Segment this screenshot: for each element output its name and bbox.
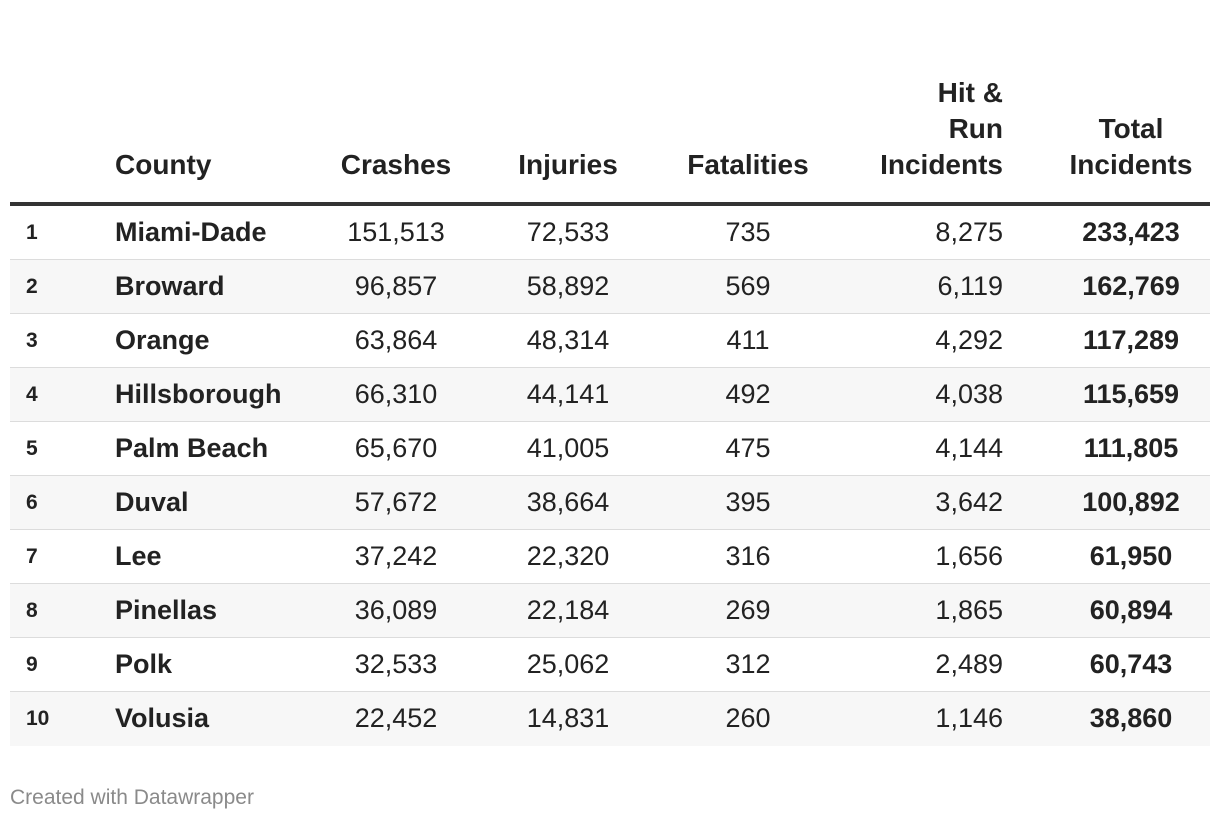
cell-hit-and-run: 4,292 xyxy=(935,325,1003,355)
cell-county: Miami-Dade xyxy=(115,217,267,247)
cell-county: Hillsborough xyxy=(115,379,282,409)
cell-injuries: 72,533 xyxy=(526,217,610,247)
data-table: County Crashes Injuries Fatalities Hit &… xyxy=(10,0,1210,746)
cell-crashes: 96,857 xyxy=(354,271,438,301)
cell-crashes: 37,242 xyxy=(354,541,438,571)
cell-hit-and-run: 4,144 xyxy=(935,433,1003,463)
cell-county: Volusia xyxy=(115,703,210,733)
header-hit-and-run-line-3: Incidents xyxy=(880,149,1003,180)
cell-hit-and-run: 1,146 xyxy=(935,703,1003,733)
cell-fatalities: 316 xyxy=(725,541,771,571)
table-row: 9 Polk 32,533 25,062 312 2,489 60,743 xyxy=(10,638,1210,692)
cell-county: Polk xyxy=(115,649,173,679)
header-total-incidents[interactable]: Total Incidents xyxy=(1060,111,1202,183)
table-row: 10 Volusia 22,452 14,831 260 1,146 38,860 xyxy=(10,692,1210,746)
cell-total-incidents: 115,659 xyxy=(1082,379,1180,409)
cell-fatalities: 312 xyxy=(725,649,771,679)
cell-total-incidents: 111,805 xyxy=(1083,433,1179,463)
cell-county: Duval xyxy=(115,487,189,517)
cell-injuries: 22,184 xyxy=(526,595,610,625)
cell-fatalities: 735 xyxy=(725,217,771,247)
cell-fatalities: 411 xyxy=(726,325,770,355)
cell-crashes: 32,533 xyxy=(354,649,438,679)
cell-rank: 5 xyxy=(26,437,38,460)
header-fatalities[interactable]: Fatalities xyxy=(687,149,809,180)
cell-county: Broward xyxy=(115,271,225,301)
cell-injuries: 58,892 xyxy=(526,271,610,301)
cell-county: Lee xyxy=(115,541,162,571)
cell-injuries: 38,664 xyxy=(526,487,610,517)
cell-total-incidents: 60,743 xyxy=(1089,649,1173,679)
cell-crashes: 151,513 xyxy=(347,217,445,247)
cell-total-incidents: 61,950 xyxy=(1089,541,1173,571)
cell-rank: 1 xyxy=(26,221,38,244)
table-row: 4 Hillsborough 66,310 44,141 492 4,038 115,659 xyxy=(10,368,1210,422)
cell-injuries: 48,314 xyxy=(526,325,610,355)
cell-rank: 9 xyxy=(26,653,38,676)
header-total-line-1: Total xyxy=(1098,113,1164,144)
header-hit-and-run-line-2: Run xyxy=(948,113,1003,144)
cell-rank: 2 xyxy=(26,275,38,298)
cell-crashes: 65,670 xyxy=(354,433,438,463)
cell-fatalities: 395 xyxy=(725,487,771,517)
cell-hit-and-run: 8,275 xyxy=(935,217,1003,247)
table-row: 7 Lee 37,242 22,320 316 1,656 61,950 xyxy=(10,530,1210,584)
cell-fatalities: 260 xyxy=(725,703,771,733)
cell-total-incidents: 38,860 xyxy=(1089,703,1173,733)
cell-injuries: 44,141 xyxy=(526,379,610,409)
cell-rank: 3 xyxy=(26,329,38,352)
header-hit-and-run-line-1: Hit & xyxy=(937,77,1003,108)
header-county[interactable]: County xyxy=(115,149,212,180)
table-row: 1 Miami-Dade 151,513 72,533 735 8,275 233,423 xyxy=(10,206,1210,260)
datawrapper-credit[interactable]: Created with Datawrapper xyxy=(10,786,254,809)
cell-hit-and-run: 2,489 xyxy=(935,649,1003,679)
table-row: 8 Pinellas 36,089 22,184 269 1,865 60,894 xyxy=(10,584,1210,638)
table-row: 5 Palm Beach 65,670 41,005 475 4,144 111,805 xyxy=(10,422,1210,476)
cell-rank: 10 xyxy=(26,707,50,730)
cell-fatalities: 492 xyxy=(725,379,771,409)
cell-rank: 6 xyxy=(26,491,38,514)
cell-injuries: 22,320 xyxy=(526,541,610,571)
table-body: 1 Miami-Dade 151,513 72,533 735 8,275 233,423 2… xyxy=(10,206,1210,746)
cell-crashes: 66,310 xyxy=(354,379,438,409)
header-hit-and-run[interactable]: Hit & Run Incidents xyxy=(853,75,1003,183)
cell-hit-and-run: 6,119 xyxy=(937,271,1003,301)
table-row: 6 Duval 57,672 38,664 395 3,642 100,892 xyxy=(10,476,1210,530)
cell-hit-and-run: 1,865 xyxy=(935,595,1003,625)
cell-injuries: 14,831 xyxy=(526,703,610,733)
cell-fatalities: 269 xyxy=(725,595,771,625)
table-row: 2 Broward 96,857 58,892 569 6,119 162,769 xyxy=(10,260,1210,314)
cell-fatalities: 475 xyxy=(725,433,771,463)
cell-hit-and-run: 3,642 xyxy=(935,487,1003,517)
cell-crashes: 63,864 xyxy=(354,325,438,355)
header-injuries[interactable]: Injuries xyxy=(518,149,618,180)
cell-county: Pinellas xyxy=(115,595,218,625)
cell-rank: 7 xyxy=(26,545,38,568)
cell-total-incidents: 117,289 xyxy=(1082,325,1180,355)
cell-injuries: 25,062 xyxy=(526,649,610,679)
cell-total-incidents: 162,769 xyxy=(1082,271,1180,301)
cell-total-incidents: 60,894 xyxy=(1089,595,1173,625)
cell-crashes: 57,672 xyxy=(354,487,438,517)
table-header: County Crashes Injuries Fatalities Hit &… xyxy=(10,0,1210,206)
cell-fatalities: 569 xyxy=(725,271,771,301)
cell-hit-and-run: 1,656 xyxy=(935,541,1003,571)
cell-total-incidents: 233,423 xyxy=(1082,217,1180,247)
header-crashes[interactable]: Crashes xyxy=(340,149,452,180)
cell-rank: 4 xyxy=(26,383,38,406)
cell-county: Orange xyxy=(115,325,210,355)
cell-crashes: 22,452 xyxy=(354,703,438,733)
cell-hit-and-run: 4,038 xyxy=(935,379,1003,409)
header-total-line-2: Incidents xyxy=(1069,149,1193,180)
cell-crashes: 36,089 xyxy=(354,595,438,625)
cell-county: Palm Beach xyxy=(115,433,269,463)
cell-rank: 8 xyxy=(26,599,38,622)
cell-injuries: 41,005 xyxy=(526,433,610,463)
cell-total-incidents: 100,892 xyxy=(1082,487,1180,517)
table-row: 3 Orange 63,864 48,314 411 4,292 117,289 xyxy=(10,314,1210,368)
